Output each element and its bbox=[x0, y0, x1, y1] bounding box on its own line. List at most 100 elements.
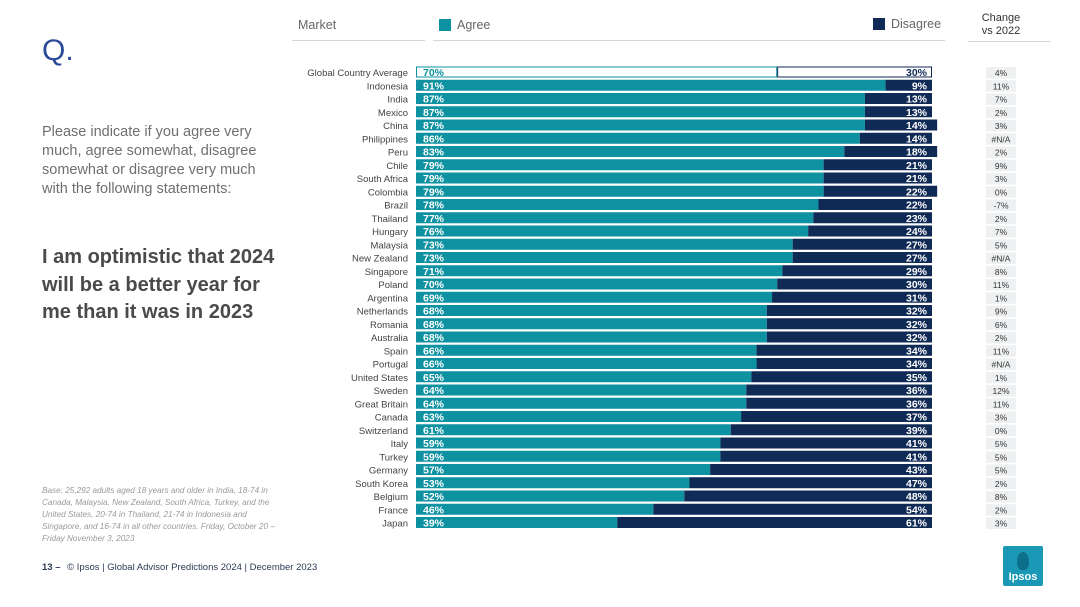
change-cell bbox=[986, 279, 1016, 291]
header-legend-line bbox=[433, 40, 945, 41]
change-value: 11% bbox=[993, 81, 1010, 91]
agree-label: 76% bbox=[423, 226, 445, 238]
category-label: United States bbox=[351, 373, 408, 384]
category-label: Hungary bbox=[372, 227, 408, 238]
bar-disagree bbox=[818, 199, 932, 210]
change-value: 5% bbox=[995, 439, 1008, 449]
category-label: Indonesia bbox=[367, 81, 409, 92]
disagree-label: 24% bbox=[906, 226, 928, 238]
bar-disagree bbox=[617, 517, 932, 528]
disagree-label: 14% bbox=[906, 133, 928, 145]
disagree-label: 13% bbox=[906, 107, 928, 119]
bar-agree bbox=[416, 490, 685, 502]
category-label: Global Country Average bbox=[307, 68, 408, 79]
disagree-label: 34% bbox=[906, 345, 928, 357]
category-label: Malaysia bbox=[371, 240, 409, 251]
change-value: 3% bbox=[995, 413, 1008, 423]
bar-disagree bbox=[792, 238, 932, 250]
disagree-label: 22% bbox=[906, 186, 928, 198]
category-label: Great Britain bbox=[355, 399, 408, 410]
change-cell bbox=[986, 133, 1016, 145]
bar-disagree bbox=[689, 477, 932, 489]
category-label: Mexico bbox=[378, 108, 408, 119]
change-value: #N/A bbox=[992, 360, 1011, 370]
change-cell bbox=[986, 67, 1016, 79]
bar-agree bbox=[416, 464, 711, 475]
change-value: 0% bbox=[995, 426, 1008, 436]
agree-label: 65% bbox=[423, 372, 445, 384]
change-value: 4% bbox=[995, 68, 1008, 78]
change-value: #N/A bbox=[992, 254, 1011, 264]
bar-agree bbox=[416, 79, 886, 91]
bar-disagree bbox=[864, 93, 932, 104]
agree-label: 73% bbox=[423, 239, 445, 251]
disagree-label: 9% bbox=[912, 80, 928, 92]
bar-disagree bbox=[844, 146, 938, 157]
agree-label: 91% bbox=[423, 80, 445, 92]
bar-agree bbox=[416, 238, 793, 250]
disagree-label: 36% bbox=[906, 398, 928, 410]
change-cell bbox=[986, 305, 1016, 317]
change-cell bbox=[986, 371, 1016, 384]
header-change-line bbox=[968, 41, 1050, 42]
category-label: Philippines bbox=[362, 134, 408, 145]
bar-disagree bbox=[756, 344, 932, 356]
bar-agree bbox=[416, 397, 747, 409]
footer: 13 – © Ipsos | Global Advisor Prediction… bbox=[42, 562, 317, 573]
change-value: #N/A bbox=[992, 134, 1011, 144]
legend-agree-swatch bbox=[439, 19, 451, 31]
bar-disagree bbox=[885, 79, 932, 91]
bar-agree bbox=[416, 344, 757, 356]
category-label: Switzerland bbox=[359, 426, 408, 437]
category-label: Sweden bbox=[374, 386, 408, 397]
change-value: 2% bbox=[995, 148, 1008, 158]
agree-label: 66% bbox=[423, 359, 445, 371]
bar-disagree bbox=[864, 106, 932, 118]
bar-disagree bbox=[730, 424, 932, 436]
category-label: Germany bbox=[369, 466, 408, 477]
agree-label: 70% bbox=[423, 279, 445, 291]
change-cell bbox=[986, 186, 1016, 198]
bar-disagree bbox=[720, 450, 932, 462]
header-market: Market bbox=[298, 18, 337, 32]
change-cell bbox=[986, 491, 1016, 503]
bar-agree bbox=[416, 225, 809, 237]
change-value: 2% bbox=[995, 505, 1008, 515]
bar-agree bbox=[416, 331, 767, 343]
disagree-label: 54% bbox=[906, 504, 928, 516]
disagree-label: 32% bbox=[906, 332, 928, 344]
change-value: 2% bbox=[995, 333, 1008, 343]
category-label: Argentina bbox=[367, 293, 408, 304]
category-label: New Zealand bbox=[352, 254, 408, 265]
bar-agree bbox=[416, 252, 793, 263]
bar-disagree bbox=[823, 185, 938, 197]
change-cell bbox=[986, 80, 1016, 92]
agree-label: 46% bbox=[423, 504, 445, 516]
category-label: India bbox=[387, 95, 408, 106]
bar-agree bbox=[416, 503, 654, 515]
disagree-label: 29% bbox=[906, 266, 928, 278]
agree-label: 86% bbox=[423, 133, 445, 145]
agree-label: 78% bbox=[423, 200, 445, 212]
category-label: Chile bbox=[386, 161, 408, 172]
disagree-label: 41% bbox=[906, 438, 928, 450]
change-value: 2% bbox=[995, 479, 1008, 489]
bar-disagree bbox=[782, 265, 932, 277]
disagree-label: 23% bbox=[906, 213, 928, 225]
legend-disagree: Disagree bbox=[891, 17, 942, 31]
disagree-label: 47% bbox=[906, 478, 928, 490]
bar-disagree bbox=[746, 397, 932, 409]
category-label: Australia bbox=[371, 333, 409, 344]
category-label: Brazil bbox=[384, 201, 408, 212]
bar-agree bbox=[416, 437, 721, 449]
agree-label: 79% bbox=[423, 173, 445, 185]
change-value: 8% bbox=[995, 267, 1008, 277]
bar-disagree bbox=[766, 331, 932, 343]
bar-disagree bbox=[766, 305, 932, 316]
change-cell bbox=[986, 464, 1016, 476]
question-text: Please indicate if you agree very much, … bbox=[42, 124, 257, 197]
base-note: Base: 25,292 adults aged 18 years and ol… bbox=[42, 486, 275, 543]
agree-label: 87% bbox=[423, 120, 445, 132]
change-cell bbox=[986, 477, 1016, 490]
